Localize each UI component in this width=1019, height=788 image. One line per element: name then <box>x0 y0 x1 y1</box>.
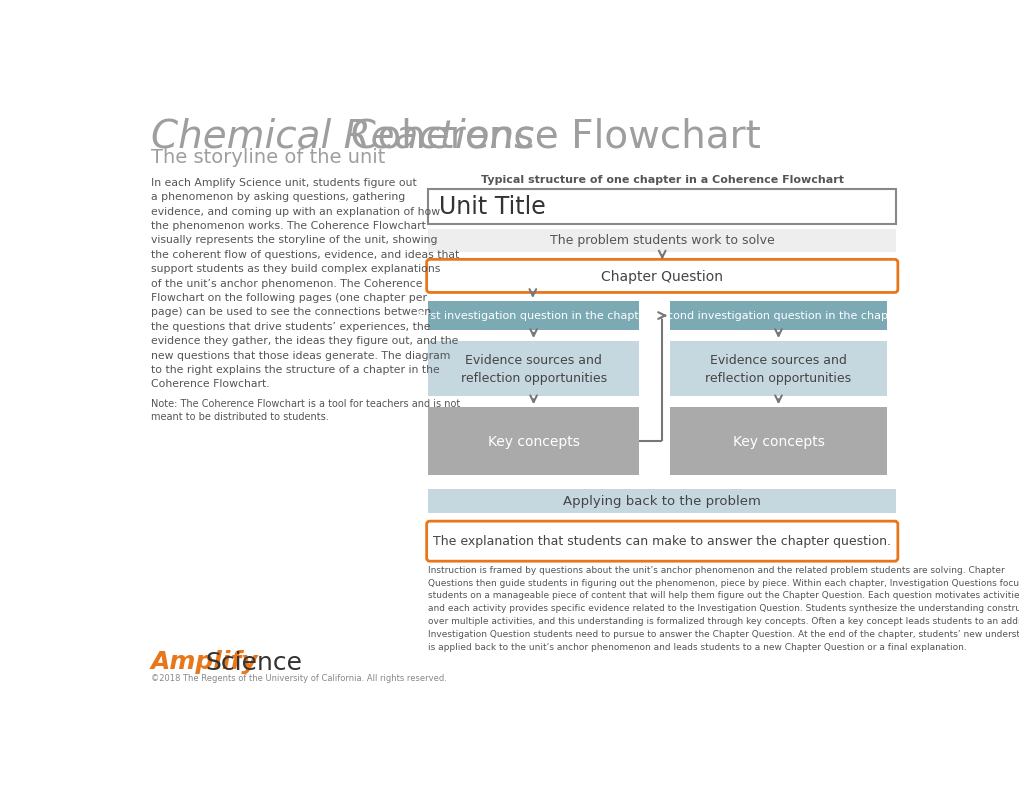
Text: Coherence Flowchart: Coherence Flowchart <box>338 117 760 156</box>
Text: In each Amplify Science unit, students figure out
a phenomenon by asking questio: In each Amplify Science unit, students f… <box>151 178 459 389</box>
Text: Note: The Coherence Flowchart is a tool for teachers and is not
meant to be dist: Note: The Coherence Flowchart is a tool … <box>151 399 460 422</box>
Text: Key concepts: Key concepts <box>487 435 579 449</box>
Text: Science: Science <box>205 651 302 675</box>
Text: Evidence sources and
reflection opportunities: Evidence sources and reflection opportun… <box>461 354 606 385</box>
Text: The explanation that students can make to answer the chapter question.: The explanation that students can make t… <box>433 535 891 548</box>
Text: ©2018 The Regents of the University of California. All rights reserved.: ©2018 The Regents of the University of C… <box>151 674 446 682</box>
Text: Applying back to the problem: Applying back to the problem <box>562 496 760 508</box>
FancyBboxPatch shape <box>426 521 897 561</box>
FancyBboxPatch shape <box>428 301 638 330</box>
Text: Key concepts: Key concepts <box>732 435 823 449</box>
Text: Amplify: Amplify <box>151 651 258 675</box>
FancyBboxPatch shape <box>669 301 887 330</box>
Text: The problem students work to solve: The problem students work to solve <box>549 234 773 247</box>
Text: Instruction is framed by questions about the unit’s anchor phenomenon and the re: Instruction is framed by questions about… <box>428 566 1019 652</box>
Text: Typical structure of one chapter in a Coherence Flowchart: Typical structure of one chapter in a Co… <box>480 176 843 185</box>
Text: Chemical Reactions: Chemical Reactions <box>151 117 534 156</box>
Text: Chapter Question: Chapter Question <box>600 269 722 284</box>
Text: The storyline of the unit: The storyline of the unit <box>151 148 385 168</box>
FancyBboxPatch shape <box>669 407 887 475</box>
FancyBboxPatch shape <box>428 489 896 514</box>
FancyBboxPatch shape <box>428 341 638 396</box>
Text: Second investigation question in the chapter: Second investigation question in the cha… <box>652 311 903 322</box>
FancyBboxPatch shape <box>426 259 897 292</box>
Text: Evidence sources and
reflection opportunities: Evidence sources and reflection opportun… <box>705 354 851 385</box>
Text: Unit Title: Unit Title <box>438 195 545 219</box>
FancyBboxPatch shape <box>428 407 638 475</box>
FancyBboxPatch shape <box>428 229 896 251</box>
FancyBboxPatch shape <box>669 341 887 396</box>
Text: First investigation question in the chapter: First investigation question in the chap… <box>417 311 649 322</box>
FancyBboxPatch shape <box>428 188 896 224</box>
